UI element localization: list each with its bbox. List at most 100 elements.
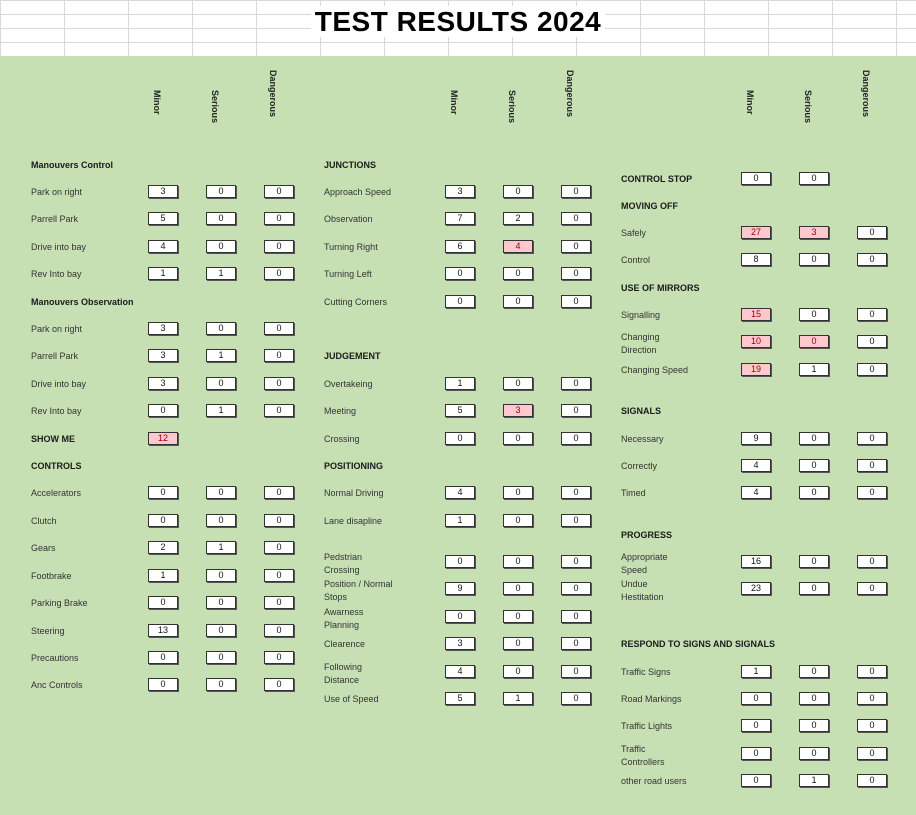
value-cell: 0 <box>445 610 475 623</box>
value-cell: 0 <box>206 322 236 335</box>
value-cell: 0 <box>857 692 887 705</box>
row-label: Use of Speed <box>324 694 379 704</box>
value-cell: 3 <box>799 226 829 239</box>
value-cell: 0 <box>503 555 533 568</box>
section-heading: CONTROLS <box>31 461 82 471</box>
value-cell: 0 <box>445 555 475 568</box>
value-cell: 1 <box>445 514 475 527</box>
section-heading: RESPOND TO SIGNS AND SIGNALS <box>621 639 776 649</box>
row-label: Correctly <box>621 461 658 471</box>
value-cell: 3 <box>445 637 475 650</box>
value-cell: 27 <box>741 226 771 239</box>
value-cell: 0 <box>561 212 591 225</box>
row-label: Approach Speed <box>324 187 392 197</box>
row-label: Control <box>621 255 651 265</box>
value-cell: 3 <box>503 404 533 417</box>
value-cell: 4 <box>741 486 771 499</box>
value-cell: 0 <box>857 555 887 568</box>
value-cell: 0 <box>206 624 236 637</box>
value-cell: 0 <box>503 582 533 595</box>
value-cell: 0 <box>561 665 591 678</box>
column-header-dangerous: Dangerous <box>565 70 575 118</box>
value-cell: 0 <box>857 719 887 732</box>
row-label: Meeting <box>324 406 357 416</box>
row-label: Normal Driving <box>324 488 384 498</box>
results-sheet: Minor Serious Dangerous Minor Serious Dangero… <box>0 56 916 815</box>
row-label: Timed <box>621 488 646 498</box>
value-cell: 4 <box>503 240 533 253</box>
row-label: Changing Direction <box>621 332 660 355</box>
value-cell: 0 <box>206 486 236 499</box>
value-cell: 0 <box>148 486 178 499</box>
section-heading: USE OF MIRRORS <box>621 283 700 293</box>
value-cell: 1 <box>799 363 829 376</box>
value-cell: 0 <box>561 185 591 198</box>
value-cell: 0 <box>857 582 887 595</box>
value-cell: 13 <box>148 624 178 637</box>
row-label: Gears <box>31 543 56 553</box>
value-cell: 0 <box>206 569 236 582</box>
row-label: Clutch <box>31 516 57 526</box>
value-cell: 5 <box>148 212 178 225</box>
value-cell: 0 <box>799 747 829 760</box>
value-cell: 0 <box>741 692 771 705</box>
section-heading: POSITIONING <box>324 461 384 471</box>
row-label: Drive into bay <box>31 379 87 389</box>
value-cell: 0 <box>799 253 829 266</box>
value-cell: 0 <box>799 172 829 185</box>
section-heading: JUNCTIONS <box>324 160 377 170</box>
value-cell: 0 <box>561 555 591 568</box>
value-cell: 0 <box>741 719 771 732</box>
value-cell: 9 <box>741 432 771 445</box>
value-cell: 9 <box>445 582 475 595</box>
section-heading: MOVING OFF <box>621 201 678 211</box>
row-label: Signalling <box>621 310 661 320</box>
value-cell: 0 <box>561 486 591 499</box>
column-header-dangerous: Dangerous <box>861 70 871 118</box>
section-heading: Manouvers Observation <box>31 297 134 307</box>
value-cell: 2 <box>148 541 178 554</box>
value-cell: 0 <box>264 267 294 280</box>
value-cell: 6 <box>445 240 475 253</box>
value-cell: 0 <box>206 596 236 609</box>
row-label: Road Markings <box>621 694 682 704</box>
section-heading: Manouvers Control <box>31 160 114 170</box>
value-cell: 0 <box>264 624 294 637</box>
value-cell: 0 <box>503 665 533 678</box>
value-cell: 1 <box>148 267 178 280</box>
value-cell: 0 <box>857 774 887 787</box>
row-label: Necessary <box>621 434 664 444</box>
value-cell: 0 <box>264 404 294 417</box>
row-label: Traffic Lights <box>621 721 673 731</box>
row-label: Turning Left <box>324 269 372 279</box>
row-label: Park on right <box>31 187 83 197</box>
value-cell: 15 <box>741 308 771 321</box>
value-cell: 0 <box>561 432 591 445</box>
column-header-serious: Serious <box>210 90 220 124</box>
value-cell: 0 <box>264 514 294 527</box>
row-label: Clearence <box>324 639 366 649</box>
value-cell: 3 <box>148 185 178 198</box>
value-cell: 0 <box>561 610 591 623</box>
row-label: Position / Normal Stops <box>324 579 393 602</box>
value-cell: 1 <box>799 774 829 787</box>
value-cell: 0 <box>264 651 294 664</box>
value-cell: 0 <box>799 719 829 732</box>
section-heading: CONTROL STOP <box>621 174 693 184</box>
value-cell: 0 <box>148 678 178 691</box>
row-label: Rev Into bay <box>31 269 82 279</box>
value-cell: 0 <box>799 308 829 321</box>
value-cell: 16 <box>741 555 771 568</box>
value-cell: 0 <box>799 582 829 595</box>
value-cell: 3 <box>445 185 475 198</box>
value-cell: 0 <box>857 308 887 321</box>
row-label: Traffic Controllers <box>621 744 665 767</box>
value-cell: 1 <box>206 267 236 280</box>
row-label: Footbrake <box>31 571 72 581</box>
value-cell: 0 <box>799 459 829 472</box>
title-bar: TEST RESULTS 2024 <box>0 0 916 56</box>
value-cell: 8 <box>741 253 771 266</box>
value-cell: 0 <box>264 185 294 198</box>
value-cell: 0 <box>503 637 533 650</box>
value-cell: 0 <box>857 747 887 760</box>
